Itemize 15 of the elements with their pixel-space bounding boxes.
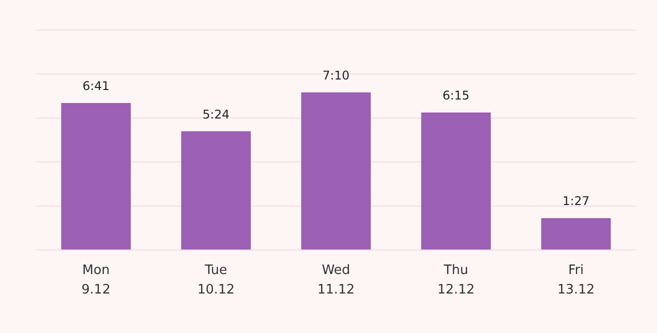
bar: [301, 92, 371, 250]
data-label: 6:15: [442, 88, 470, 103]
bar: [541, 218, 611, 250]
data-label: 1:27: [562, 194, 590, 208]
bar: [61, 102, 131, 250]
data-label: 7:10: [322, 68, 350, 82]
data-label: 5:24: [202, 107, 230, 122]
bar: [181, 131, 251, 250]
data-label: 6:41: [82, 79, 110, 94]
bar: [421, 112, 491, 250]
x-tick-label: Mon 9.12: [82, 263, 110, 298]
x-tick-label: Thu 12.12: [437, 263, 475, 298]
x-tick-label: Wed 11.12: [317, 263, 355, 298]
x-tick-label: Tue 10.12: [197, 263, 235, 298]
x-tick-label: Fri 13.12: [557, 263, 595, 298]
